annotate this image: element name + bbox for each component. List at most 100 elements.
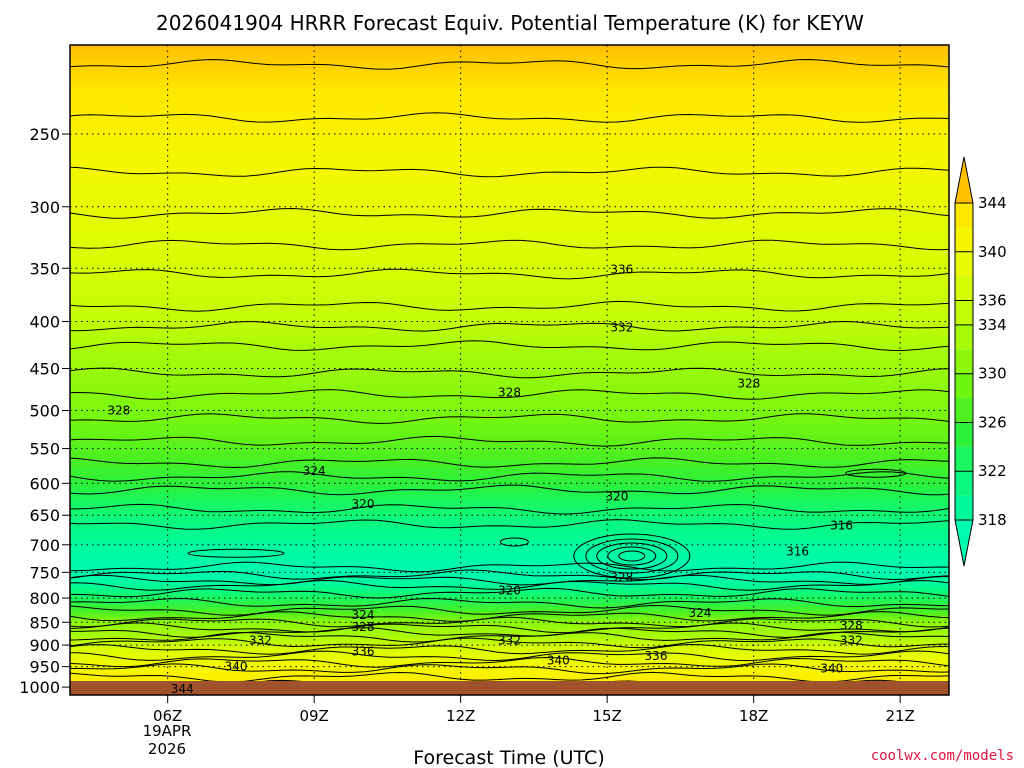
contour-line-30 [70, 637, 949, 649]
contour-line-3 [70, 207, 949, 219]
contour-line-6 [70, 300, 949, 312]
contour-line-9 [70, 367, 949, 379]
contour-line-26 [70, 616, 949, 628]
colorbar-label: 326 [978, 413, 1007, 431]
contour-line-16 [70, 503, 949, 515]
contour-line-25 [70, 611, 949, 622]
colorbar-label: 336 [978, 292, 1007, 310]
contour-line-11 [70, 413, 949, 424]
contour-line-18 [70, 561, 949, 573]
colorbar-segment [955, 203, 973, 228]
y-tick-label: 350 [29, 259, 60, 278]
x-tick-label: 15Z [592, 707, 621, 725]
y-axis: 250 300 350 400 450 500 550 600 650 700 750 800 850 9… [19, 125, 70, 697]
x-tick-label: 09Z [299, 707, 328, 725]
date-label-line1: 19APR [143, 722, 192, 740]
y-tick-label: 300 [29, 198, 60, 217]
colorbar-label: 334 [978, 316, 1007, 334]
y-tick-label: 700 [29, 536, 60, 555]
contour-cell-right [845, 468, 907, 478]
contour-lines [70, 58, 949, 691]
y-tick-label: 900 [29, 636, 60, 655]
x-tick-label: 06Z [153, 707, 182, 725]
contour-label: 324 [688, 606, 711, 620]
contour-line-17 [70, 519, 949, 530]
contour-line-2 [70, 166, 949, 178]
contour-cell-0 [573, 533, 691, 579]
contour-line-27 [70, 622, 949, 634]
contour-cell-small [499, 537, 529, 547]
colorbar: 318 322 326 330 334 336 340 344 [954, 156, 1007, 567]
contour-label: 328 [498, 386, 521, 400]
contour-label: 332 [498, 634, 521, 648]
y-tick-label: 1000 [19, 678, 60, 697]
colorbar-segment [955, 373, 973, 399]
colorbar-segment [955, 349, 973, 374]
x-axis-label: Forecast Time (UTC) [413, 747, 604, 768]
contour-label: 340 [547, 653, 570, 667]
y-tick-label: 600 [29, 474, 60, 493]
contour-label: 336 [610, 262, 633, 276]
contour-line-31 [70, 643, 949, 655]
contour-line-32 [70, 650, 949, 662]
colorbar-below-arrow [954, 519, 974, 567]
contour-label: 320 [352, 497, 375, 511]
contour-label: 328 [840, 619, 863, 633]
x-tick-label: 18Z [739, 707, 768, 725]
contour-label: 316 [786, 545, 809, 559]
contour-line-13 [70, 457, 949, 469]
ground-strip [70, 681, 949, 695]
x-tick-label: 12Z [446, 707, 475, 725]
y-tick-label: 550 [29, 440, 60, 459]
contour-line-14 [70, 471, 949, 482]
colorbar-above-arrow [954, 156, 974, 204]
contour-label: 332 [249, 634, 272, 648]
contour-line-15 [70, 484, 949, 496]
contour-label: 324 [303, 464, 326, 478]
contour-line-4 [70, 239, 949, 251]
colorbar-label: 330 [978, 365, 1007, 383]
colorbar-segment [955, 324, 973, 350]
contour-line-12 [70, 435, 949, 447]
date-label-line2: 2026 [148, 740, 186, 758]
chart-title: 2026041904 HRRR Forecast Equiv. Potentia… [156, 11, 864, 35]
contour-label: 332 [610, 320, 633, 334]
contour-line-22 [70, 587, 949, 599]
colorbar-segment [955, 227, 973, 252]
colorbar-segment [955, 300, 973, 325]
colorbar-segment [955, 398, 973, 423]
contour-label: 336 [645, 649, 668, 663]
x-tick-label: 21Z [885, 707, 914, 725]
contour-label: 328 [737, 376, 760, 390]
contour-line-23 [70, 597, 949, 609]
colorbar-label: 318 [978, 511, 1007, 529]
credit-label[interactable]: coolwx.com/models [871, 748, 1014, 764]
contour-cell-4 [618, 550, 646, 562]
contour-label: 340 [820, 662, 843, 676]
grid-lines [70, 45, 949, 695]
y-tick-label: 850 [29, 613, 60, 632]
contour-label: 328 [352, 620, 375, 634]
contour-cell-2 [596, 542, 668, 570]
colorbar-segment [955, 251, 973, 277]
contour-label: 344 [171, 682, 194, 696]
contour-line-7 [70, 320, 949, 332]
contour-label: 324 [352, 608, 375, 622]
contour-label: 320 [605, 489, 628, 503]
theta-e-field [70, 45, 949, 695]
contour-line-1 [70, 112, 949, 123]
plot-frame [69, 44, 950, 696]
colorbar-segment [955, 276, 973, 301]
contour-line-29 [70, 631, 949, 643]
colorbar-segment [955, 422, 973, 447]
contour-line-33 [70, 656, 949, 668]
contour-line-0 [70, 58, 949, 70]
contour-label: 336 [352, 645, 375, 659]
contour-cell-3 [607, 546, 657, 566]
colorbar-label: 322 [978, 462, 1007, 480]
y-tick-label: 250 [29, 125, 60, 144]
contour-line-8 [70, 340, 949, 352]
